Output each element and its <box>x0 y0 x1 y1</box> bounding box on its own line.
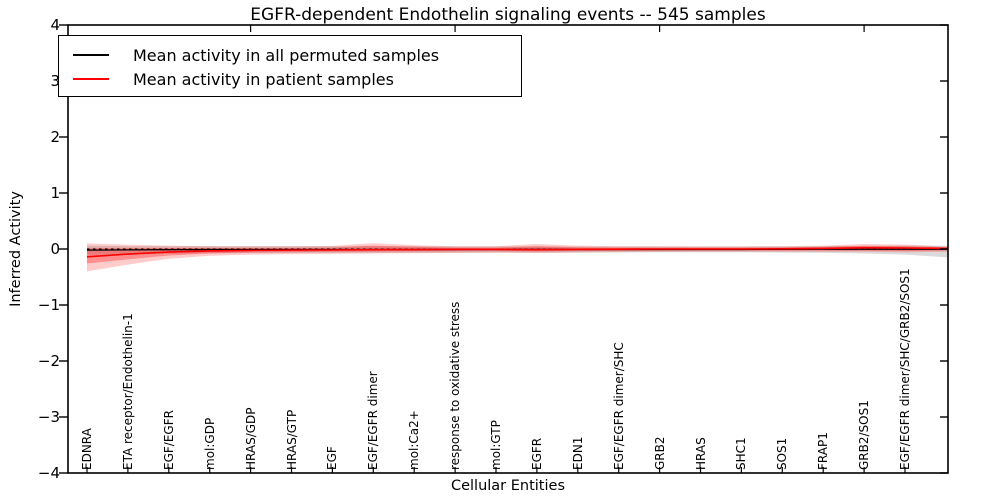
x-axis-label: Cellular Entities <box>450 478 566 494</box>
x-tick-label: EGF/EGFR <box>161 410 176 470</box>
x-tick-label: GRB2/SOS1 <box>857 400 872 470</box>
x-tick-label: mol:Ca2+ <box>407 410 422 470</box>
x-tick-label: EGF/EGFR dimer/SHC/GRB2/SOS1 <box>898 268 912 470</box>
x-tick-label: ETA receptor/Endothelin-1 <box>120 313 135 470</box>
y-tick-label: −4 <box>37 463 60 482</box>
y-tick-label: 3 <box>50 71 60 90</box>
x-tick-label: EDNRA <box>80 428 94 470</box>
y-tick-label: 0 <box>50 239 60 258</box>
chart-title: EGFR-dependent Endothelin signaling even… <box>250 5 766 25</box>
y-tick-label: 2 <box>50 127 60 146</box>
x-tick-label: response to oxidative stress <box>448 301 463 470</box>
x-tick-label: SHC1 <box>734 437 749 470</box>
y-tick-label: −2 <box>37 351 60 370</box>
legend: Mean activity in all permuted samples Me… <box>58 35 522 97</box>
legend-line-sample-patient <box>73 78 109 80</box>
x-tick-label: mol:GTP <box>489 420 503 470</box>
patient-mean-line <box>86 246 948 258</box>
x-tick-label: HRAS/GTP <box>284 409 299 470</box>
x-tick-label: EGF/EGFR dimer/SHC <box>611 342 626 470</box>
x-tick-label: EGF/EGFR dimer <box>366 371 381 470</box>
x-tick-label: HRAS <box>693 437 708 470</box>
y-tick-label: −1 <box>37 295 60 314</box>
x-tick-label: GRB2 <box>652 436 667 470</box>
y-tick-label: 1 <box>50 183 60 202</box>
legend-label-patient: Mean activity in patient samples <box>133 69 394 89</box>
legend-line-sample-permuted <box>73 54 109 56</box>
x-tick-label: SOS1 <box>775 437 790 470</box>
x-tick-label: FRAP1 <box>816 432 831 470</box>
x-tick-label: HRAS/GDP <box>243 407 258 470</box>
y-tick-label: −3 <box>37 407 60 426</box>
x-tick-label: EGF <box>325 446 340 470</box>
legend-item-permuted: Mean activity in all permuted samples <box>73 43 521 67</box>
x-tick-label: mol:GDP <box>202 417 217 470</box>
legend-label-permuted: Mean activity in all permuted samples <box>133 45 440 65</box>
y-tick-label: 4 <box>50 15 60 34</box>
legend-item-patient: Mean activity in patient samples <box>73 67 521 91</box>
x-tick-label: EDN1 <box>570 436 585 470</box>
x-tick-label: EGFR <box>529 437 544 470</box>
